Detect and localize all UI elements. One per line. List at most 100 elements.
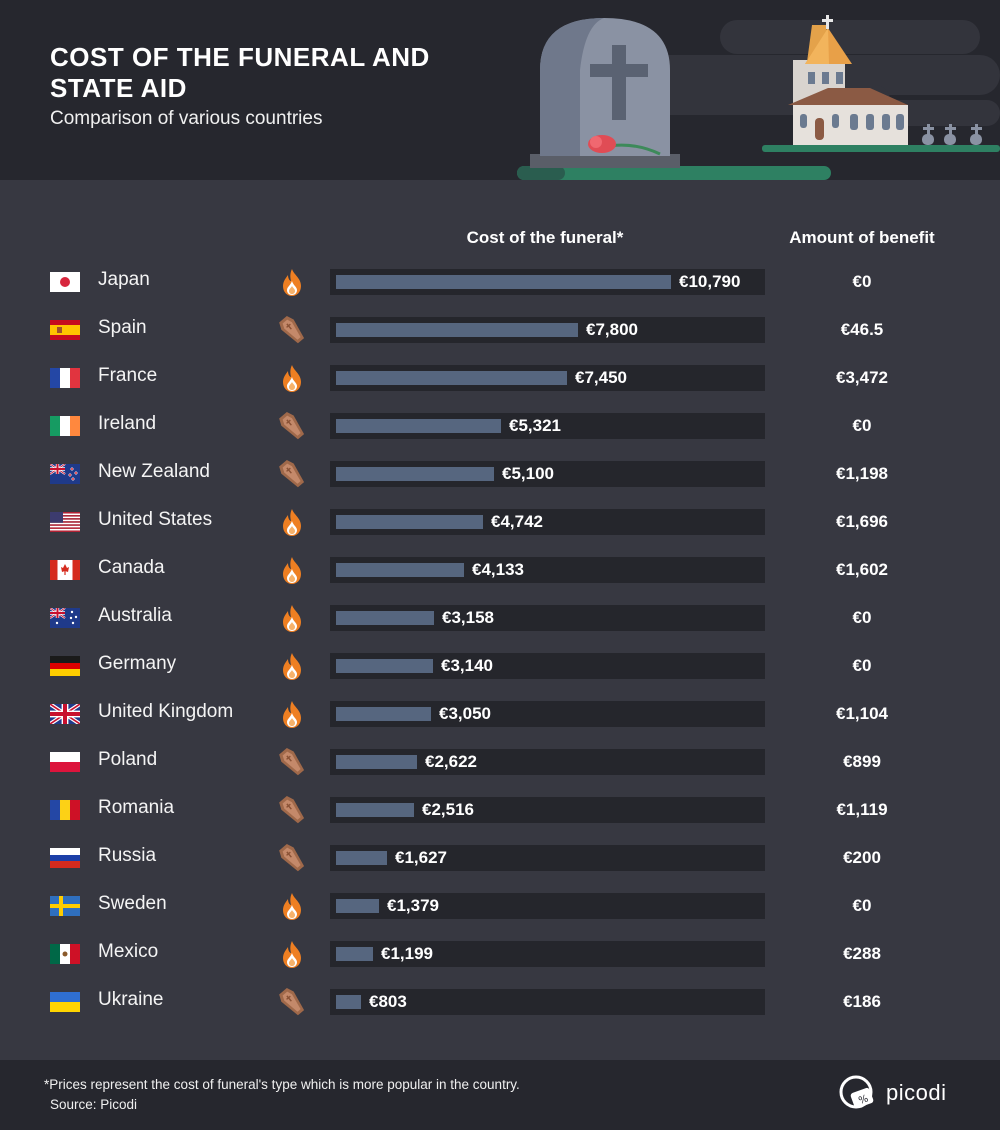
table-row: Japan €10,790 €0 bbox=[0, 258, 1000, 306]
table-row: Mexico €1,199 €288 bbox=[0, 930, 1000, 978]
brand-logo[interactable]: % picodi bbox=[838, 1074, 958, 1114]
bar-track: €1,199 bbox=[330, 941, 765, 967]
fire-icon bbox=[283, 269, 301, 296]
cost-bar bbox=[336, 419, 501, 433]
coffin-icon bbox=[279, 748, 305, 776]
bar-track: €10,790 bbox=[330, 269, 765, 295]
category-label: Japan bbox=[98, 269, 150, 290]
footnote: *Prices represent the cost of funeral's … bbox=[44, 1077, 520, 1092]
fire-icon bbox=[283, 653, 301, 680]
cost-bar bbox=[336, 851, 387, 865]
cost-value-label: €3,140 bbox=[441, 656, 493, 675]
cost-bar bbox=[336, 899, 379, 913]
table-row: Spain €7,800 €46.5 bbox=[0, 306, 1000, 354]
benefit-value: €200 bbox=[843, 848, 881, 867]
category-label: Canada bbox=[98, 557, 165, 578]
category-label: France bbox=[98, 365, 158, 386]
fire-icon bbox=[283, 557, 301, 584]
benefit-value: €0 bbox=[852, 656, 872, 675]
table-row: Russia €1,627 €200 bbox=[0, 834, 1000, 882]
france-flag-icon bbox=[50, 368, 80, 388]
fire-icon bbox=[283, 941, 301, 968]
benefit-column-header: Amount of benefit bbox=[789, 228, 935, 247]
cost-value-label: €3,050 bbox=[439, 704, 491, 723]
category-label: Russia bbox=[98, 845, 157, 866]
category-label: Australia bbox=[98, 605, 172, 626]
category-label: New Zealand bbox=[98, 461, 210, 482]
cost-value-label: €10,790 bbox=[679, 272, 741, 291]
bar-track: €2,622 bbox=[330, 749, 765, 775]
bar-track: €1,627 bbox=[330, 845, 765, 871]
cost-value-label: €7,450 bbox=[575, 368, 627, 387]
benefit-value: €0 bbox=[852, 416, 872, 435]
cost-bar bbox=[336, 611, 434, 625]
coffin-icon bbox=[279, 844, 305, 872]
coffin-icon bbox=[279, 412, 305, 440]
cost-bar bbox=[336, 371, 567, 385]
table-row: Poland €2,622 €899 bbox=[0, 738, 1000, 786]
cost-value-label: €2,622 bbox=[425, 752, 477, 771]
table-row: Ireland €5,321 €0 bbox=[0, 402, 1000, 450]
benefit-value: €0 bbox=[852, 896, 872, 915]
table-row: Romania €2,516 €1,119 bbox=[0, 786, 1000, 834]
cost-value-label: €3,158 bbox=[442, 608, 494, 627]
sweden-flag-icon bbox=[50, 896, 80, 916]
ireland-flag-icon bbox=[50, 416, 80, 436]
table-row: United Kingdom €3,050 €1,104 bbox=[0, 690, 1000, 738]
table-row: United States €4,742 €1,696 bbox=[0, 498, 1000, 546]
table-row: Canada €4,133 €1,602 bbox=[0, 546, 1000, 594]
bar-track: €803 bbox=[330, 989, 765, 1015]
category-label: Sweden bbox=[98, 893, 167, 914]
category-label: Mexico bbox=[98, 941, 159, 962]
poland-flag-icon bbox=[50, 752, 80, 772]
cost-bar bbox=[336, 803, 414, 817]
mexico-flag-icon bbox=[50, 944, 80, 964]
table-row: France €7,450 €3,472 bbox=[0, 354, 1000, 402]
united-kingdom-flag-icon bbox=[50, 704, 80, 724]
svg-text:%: % bbox=[857, 1093, 870, 1107]
cost-bar bbox=[336, 947, 373, 961]
category-label: Ukraine bbox=[98, 989, 164, 1010]
cost-value-label: €1,199 bbox=[381, 944, 433, 963]
coffin-icon bbox=[279, 988, 305, 1016]
benefit-value: €288 bbox=[843, 944, 881, 963]
chart-rows: Japan €10,790 €0 Spain €7,800 €46.5 France €7,4… bbox=[0, 180, 1000, 1060]
category-label: Poland bbox=[98, 749, 158, 770]
fire-icon bbox=[283, 605, 301, 632]
benefit-value: €0 bbox=[852, 608, 872, 627]
benefit-value: €186 bbox=[843, 992, 881, 1011]
cost-value-label: €1,379 bbox=[387, 896, 439, 915]
united-states-flag-icon bbox=[50, 512, 80, 532]
coffin-icon bbox=[279, 316, 305, 344]
source-note: Source: Picodi bbox=[50, 1097, 138, 1112]
category-label: United States bbox=[98, 509, 213, 530]
benefit-value: €46.5 bbox=[840, 320, 884, 339]
bar-track: €5,100 bbox=[330, 461, 765, 487]
cost-value-label: €5,321 bbox=[509, 416, 561, 435]
bar-track: €1,379 bbox=[330, 893, 765, 919]
benefit-value: €1,104 bbox=[836, 704, 888, 723]
russia-flag-icon bbox=[50, 848, 80, 868]
footer: *Prices represent the cost of funeral's … bbox=[0, 1060, 1000, 1130]
bar-track: €4,742 bbox=[330, 509, 765, 535]
fire-icon bbox=[283, 509, 301, 536]
benefit-value: €3,472 bbox=[836, 368, 888, 387]
bar-track: €2,516 bbox=[330, 797, 765, 823]
ukraine-flag-icon bbox=[50, 992, 80, 1012]
bar-track: €4,133 bbox=[330, 557, 765, 583]
benefit-value: €1,198 bbox=[836, 464, 888, 483]
benefit-value: €1,119 bbox=[836, 800, 888, 819]
fire-icon bbox=[283, 365, 301, 392]
cost-value-label: €5,100 bbox=[502, 464, 554, 483]
table-row: Germany €3,140 €0 bbox=[0, 642, 1000, 690]
cost-bar bbox=[336, 467, 494, 481]
germany-flag-icon bbox=[50, 656, 80, 676]
australia-flag-icon bbox=[50, 608, 80, 628]
cost-value-label: €2,516 bbox=[422, 800, 474, 819]
coffin-icon bbox=[279, 796, 305, 824]
benefit-value: €1,602 bbox=[836, 560, 888, 579]
cost-bar bbox=[336, 563, 464, 577]
brand-name: picodi bbox=[886, 1080, 947, 1105]
picodi-logo-icon: % bbox=[839, 1075, 874, 1109]
cost-bar bbox=[336, 995, 361, 1009]
